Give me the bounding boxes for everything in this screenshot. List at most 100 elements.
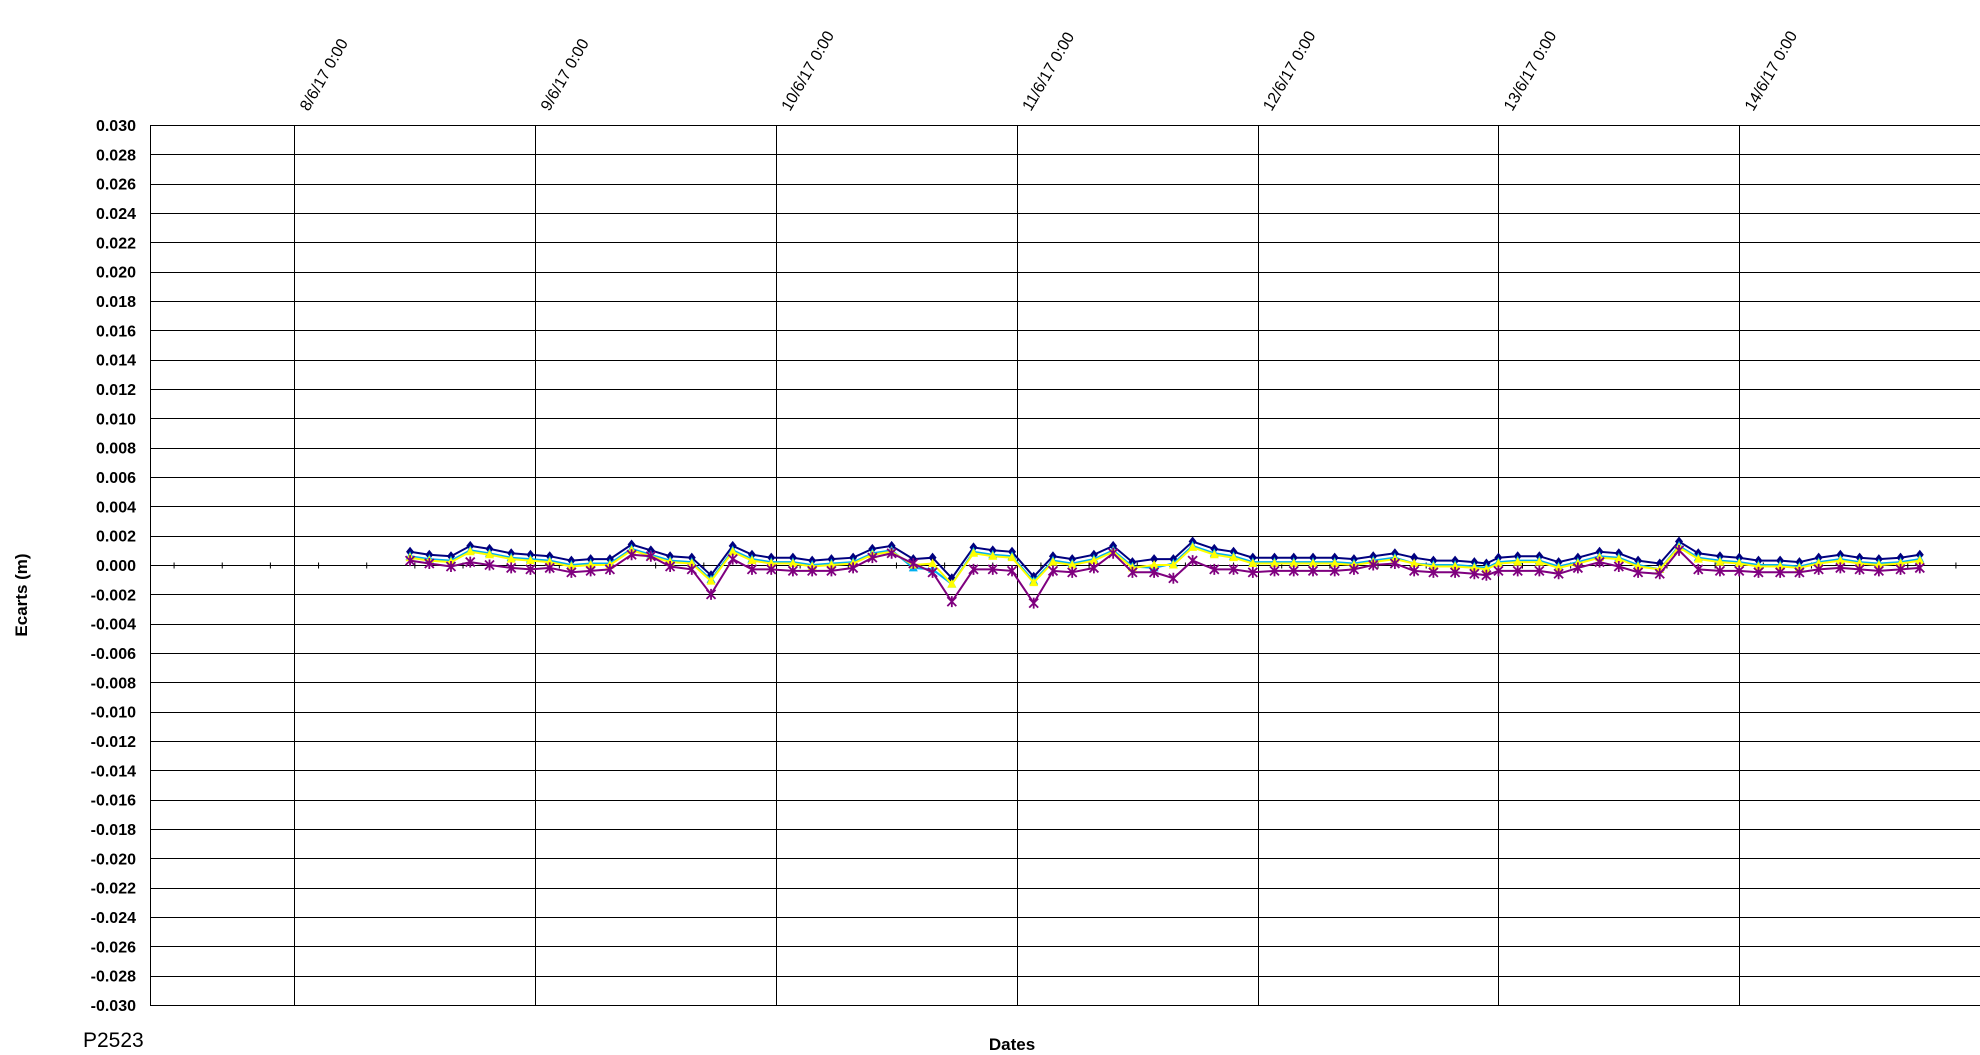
series-line (409, 540, 1920, 580)
y-tick-label: -0.006 (91, 646, 136, 663)
y-tick-label: 0.008 (96, 441, 136, 458)
data-point (705, 588, 717, 600)
data-point (1029, 577, 1039, 587)
data-point (1168, 560, 1178, 569)
data-point (1269, 565, 1280, 577)
data-point (728, 546, 738, 556)
y-tick-label: 0.012 (96, 382, 136, 399)
data-point (1835, 555, 1845, 565)
grid (150, 125, 1980, 1006)
data-point (424, 558, 435, 570)
data-point (1534, 557, 1544, 566)
data-point (1512, 565, 1523, 577)
data-point (1673, 544, 1685, 556)
data-point (1753, 561, 1763, 570)
data-point (987, 563, 998, 575)
data-point (1006, 565, 1018, 577)
data-point (1874, 560, 1884, 569)
series-1 (406, 536, 1924, 584)
data-point (766, 563, 777, 575)
data-point (1007, 552, 1017, 562)
data-point (1188, 542, 1198, 551)
data-point (686, 563, 697, 575)
y-tick-label: -0.028 (91, 969, 136, 986)
data-point (1734, 565, 1745, 577)
x-tick-label: 14/6/17 0:00 (1742, 28, 1801, 114)
data-point (1895, 563, 1906, 575)
data-point (788, 558, 798, 568)
data-point (1368, 559, 1379, 571)
data-point (1481, 569, 1492, 581)
station-label: P2523 (83, 1029, 144, 1052)
data-point (1775, 561, 1785, 570)
data-point (1187, 555, 1198, 567)
x-tick-label: 12/6/17 0:00 (1260, 28, 1319, 114)
data-point (1632, 566, 1644, 578)
data-point (586, 560, 596, 569)
data-point (1572, 562, 1584, 574)
data-point (1775, 566, 1786, 578)
y-tick-label: 0.006 (96, 470, 136, 487)
data-point (1168, 572, 1179, 584)
data-point (1348, 563, 1360, 575)
data-point (1753, 566, 1764, 578)
data-point (1209, 549, 1219, 559)
data-point (1248, 558, 1258, 568)
data-point (1493, 558, 1503, 568)
data-point (1873, 565, 1885, 577)
y-tick-label: -0.026 (91, 939, 136, 956)
y-tick-label: 0.024 (96, 206, 136, 223)
data-point (626, 549, 637, 561)
data-point (1428, 561, 1438, 570)
data-point (1614, 554, 1624, 563)
data-point (1914, 562, 1925, 574)
y-tick-label: -0.030 (91, 998, 136, 1015)
data-point (485, 549, 495, 559)
data-point (908, 558, 919, 570)
data-point (787, 565, 799, 577)
data-point (1481, 564, 1491, 573)
data-point (969, 548, 978, 557)
data-point (1127, 566, 1138, 578)
data-point (1835, 562, 1846, 574)
y-tick-label: -0.018 (91, 822, 136, 839)
data-point (1088, 562, 1100, 574)
data-point (807, 565, 818, 577)
data-point (847, 562, 859, 574)
data-point (1067, 560, 1077, 569)
data-point (706, 576, 716, 585)
data-point (1067, 566, 1078, 578)
data-point (747, 555, 757, 565)
data-point (1089, 555, 1099, 565)
y-tick-label: 0.018 (96, 294, 136, 311)
data-point (746, 563, 758, 575)
data-point (506, 554, 516, 563)
data-point (1047, 565, 1059, 577)
data-point (1513, 557, 1523, 566)
data-point (604, 563, 616, 575)
y-tick-label: 0.026 (96, 177, 136, 194)
data-point (1149, 560, 1159, 569)
y-tick-label: -0.012 (91, 734, 136, 751)
series-4 (404, 544, 1925, 609)
data-point (1813, 563, 1824, 575)
data-point (946, 596, 957, 608)
y-tick-label: -0.024 (91, 910, 136, 927)
data-point (928, 558, 938, 568)
data-point (927, 566, 938, 578)
data-point (1308, 558, 1318, 568)
data-point (1389, 558, 1401, 570)
data-point (1855, 558, 1865, 568)
data-point (1613, 560, 1624, 572)
data-point (1209, 563, 1220, 575)
y-tick-label: 0.022 (96, 235, 136, 252)
data-point (826, 560, 836, 569)
data-point (645, 550, 656, 562)
data-point (664, 560, 676, 572)
data-point (1148, 566, 1160, 578)
data-point (1734, 558, 1744, 568)
y-tick-label: -0.020 (91, 851, 136, 868)
data-point (1449, 566, 1461, 578)
y-tick-label: 0.000 (96, 558, 136, 575)
